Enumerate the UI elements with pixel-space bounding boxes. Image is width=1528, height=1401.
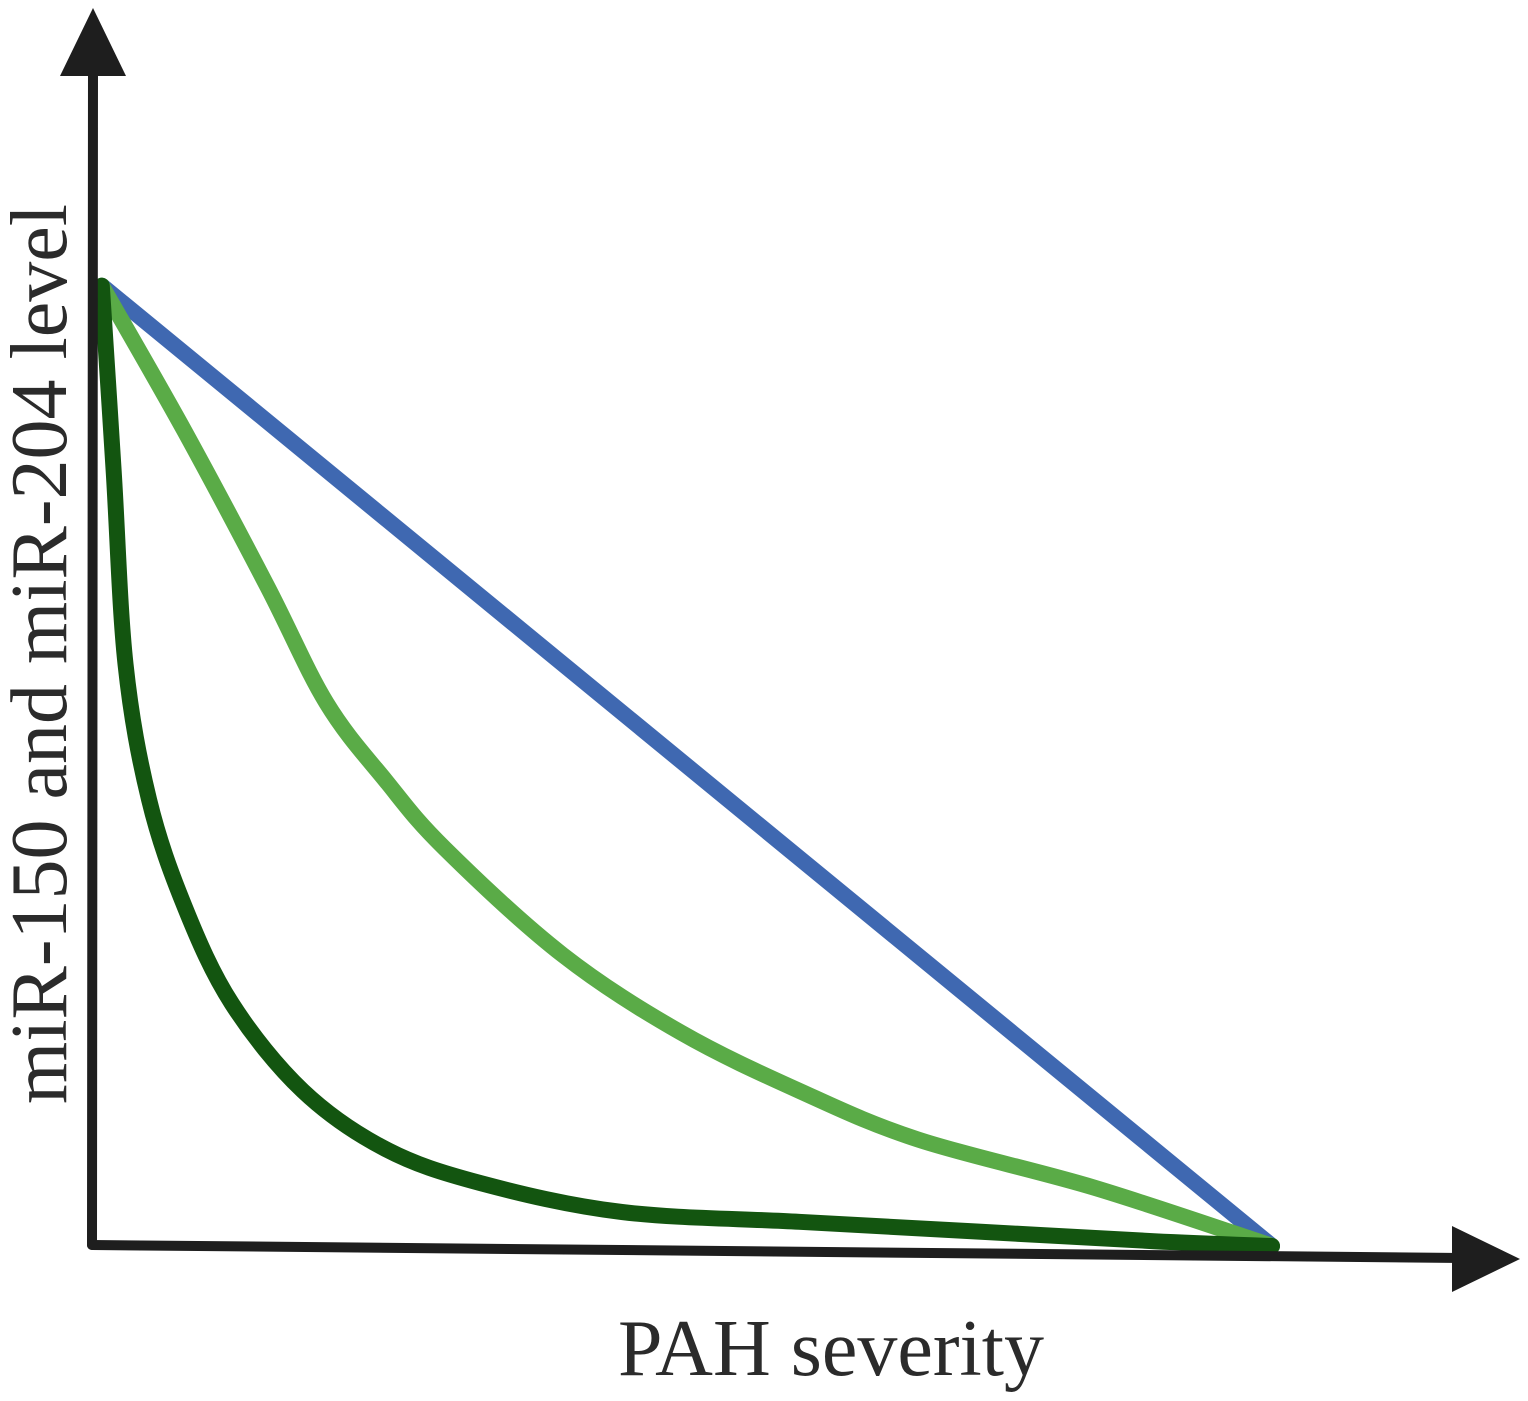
y-axis-line xyxy=(87,57,98,1250)
y-axis-label: miR-150 and miR-204 level xyxy=(0,204,84,1104)
series-layer xyxy=(93,277,1280,1254)
x-axis-label: PAH severity xyxy=(618,1305,1044,1393)
y-axis-arrow-icon xyxy=(60,8,126,76)
series-line-1 xyxy=(93,277,1280,1254)
series-line-3 xyxy=(93,277,1280,1254)
x-axis-arrow-icon xyxy=(1452,1226,1520,1292)
series-line-2 xyxy=(93,277,1280,1254)
x-axis-line xyxy=(87,1240,1467,1263)
